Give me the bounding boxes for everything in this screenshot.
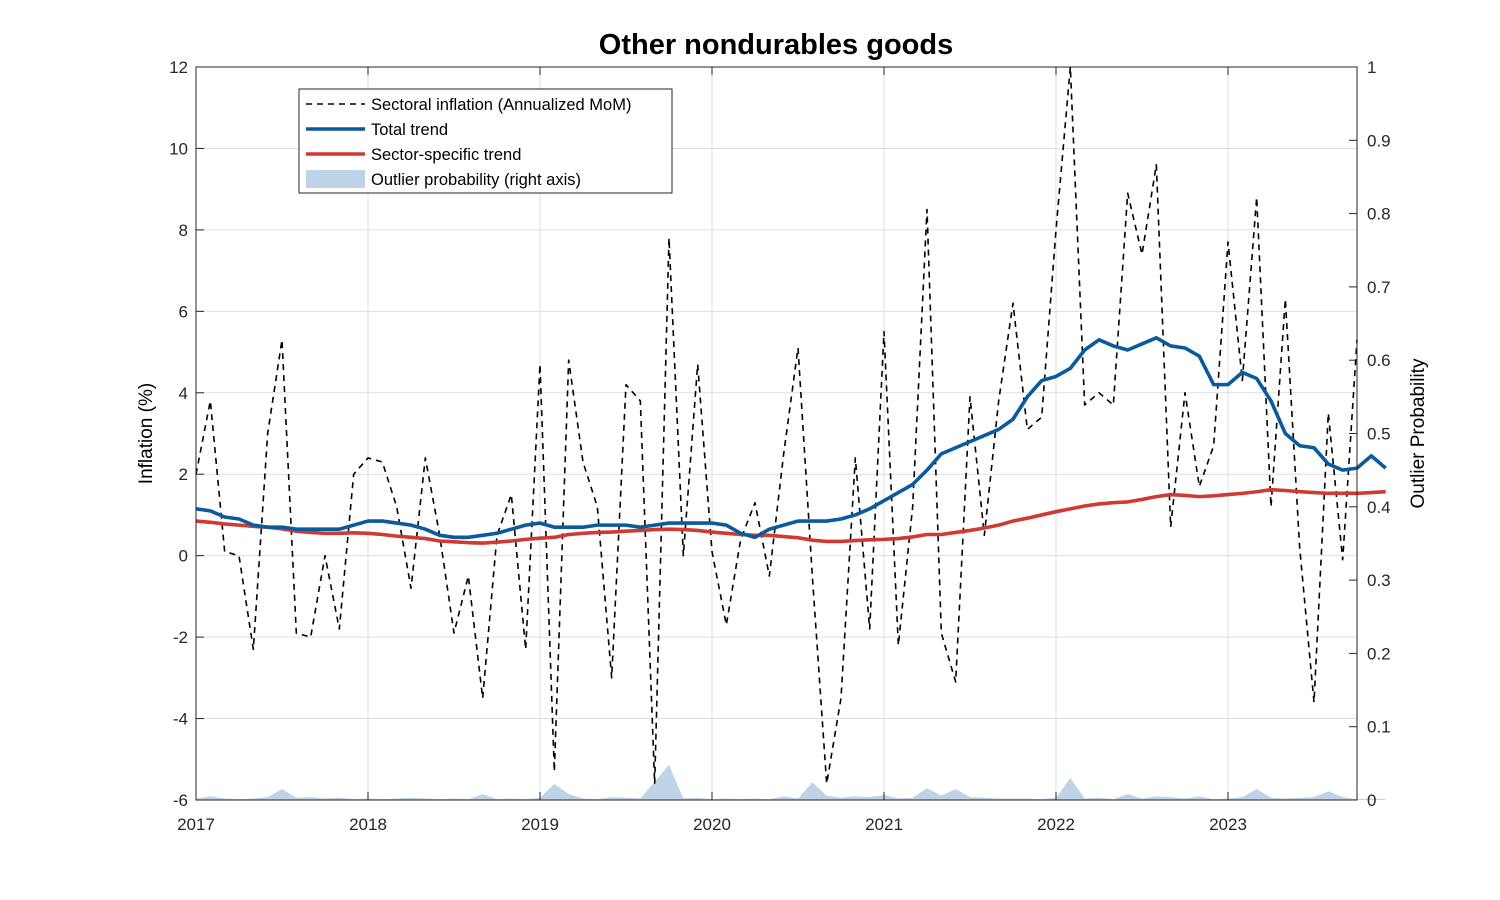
legend: Sectoral inflation (Annualized MoM) Total… xyxy=(298,88,673,194)
y2-tick-label: 0.8 xyxy=(1367,205,1391,224)
legend-swatch-outlier xyxy=(306,170,365,188)
x-tick-label: 2019 xyxy=(521,815,559,834)
series-sector-specific-trend-line xyxy=(195,487,1386,545)
y-tick-label: -2 xyxy=(173,628,188,647)
legend-label: Outlier probability (right axis) xyxy=(371,171,581,189)
x-tick-label: 2021 xyxy=(865,815,903,834)
chart-title: Other nondurables goods xyxy=(599,29,953,61)
y2-tick-label: 0.5 xyxy=(1367,425,1391,444)
y-tick-label: 12 xyxy=(169,58,188,77)
legend-label: Sector-specific trend xyxy=(371,146,521,164)
series-total-trend-line xyxy=(195,335,1387,540)
y-tick-label: 8 xyxy=(179,221,188,240)
y-tick-label: 6 xyxy=(179,302,188,321)
y2-tick-label: 0.3 xyxy=(1367,571,1391,590)
y-tick-label: -4 xyxy=(173,710,188,729)
y2-tick-label: 0.4 xyxy=(1367,498,1391,517)
y-axis-title: Inflation (%) xyxy=(136,383,157,484)
y2-tick-label: 0 xyxy=(1367,791,1376,810)
y2-tick-label: 0.2 xyxy=(1367,644,1391,663)
y2-tick-label: 0.9 xyxy=(1367,131,1391,150)
series-outlier-probability-area xyxy=(196,764,1386,800)
x-tick-label: 2018 xyxy=(349,815,387,834)
legend-label: Sectoral inflation (Annualized MoM) xyxy=(371,96,631,114)
y2-tick-label: 0.1 xyxy=(1367,718,1391,737)
y-tick-label: 4 xyxy=(179,384,188,403)
y-tick-label: 0 xyxy=(179,547,188,566)
x-tick-label: 2023 xyxy=(1209,815,1247,834)
y2-tick-label: 0.7 xyxy=(1367,278,1391,297)
y2-tick-label: 0.6 xyxy=(1367,351,1391,370)
y-tick-label: -6 xyxy=(173,791,188,810)
x-tick-label: 2022 xyxy=(1037,815,1075,834)
series-sectoral-inflation-line xyxy=(195,66,1358,785)
y2-axis-title: Outlier Probability xyxy=(1408,358,1429,508)
y-tick-label: 10 xyxy=(169,139,188,158)
plot-area: 2017 2018 2019 2020 2021 2022 2023 -6 -4 -2 0 2 4 6 8 1… xyxy=(136,58,1429,834)
y2-tick-label: 1 xyxy=(1367,58,1376,77)
x-tick-label: 2020 xyxy=(693,815,731,834)
legend-label: Total trend xyxy=(371,121,448,139)
x-tick-label: 2017 xyxy=(177,815,215,834)
y-tick-label: 2 xyxy=(179,465,188,484)
